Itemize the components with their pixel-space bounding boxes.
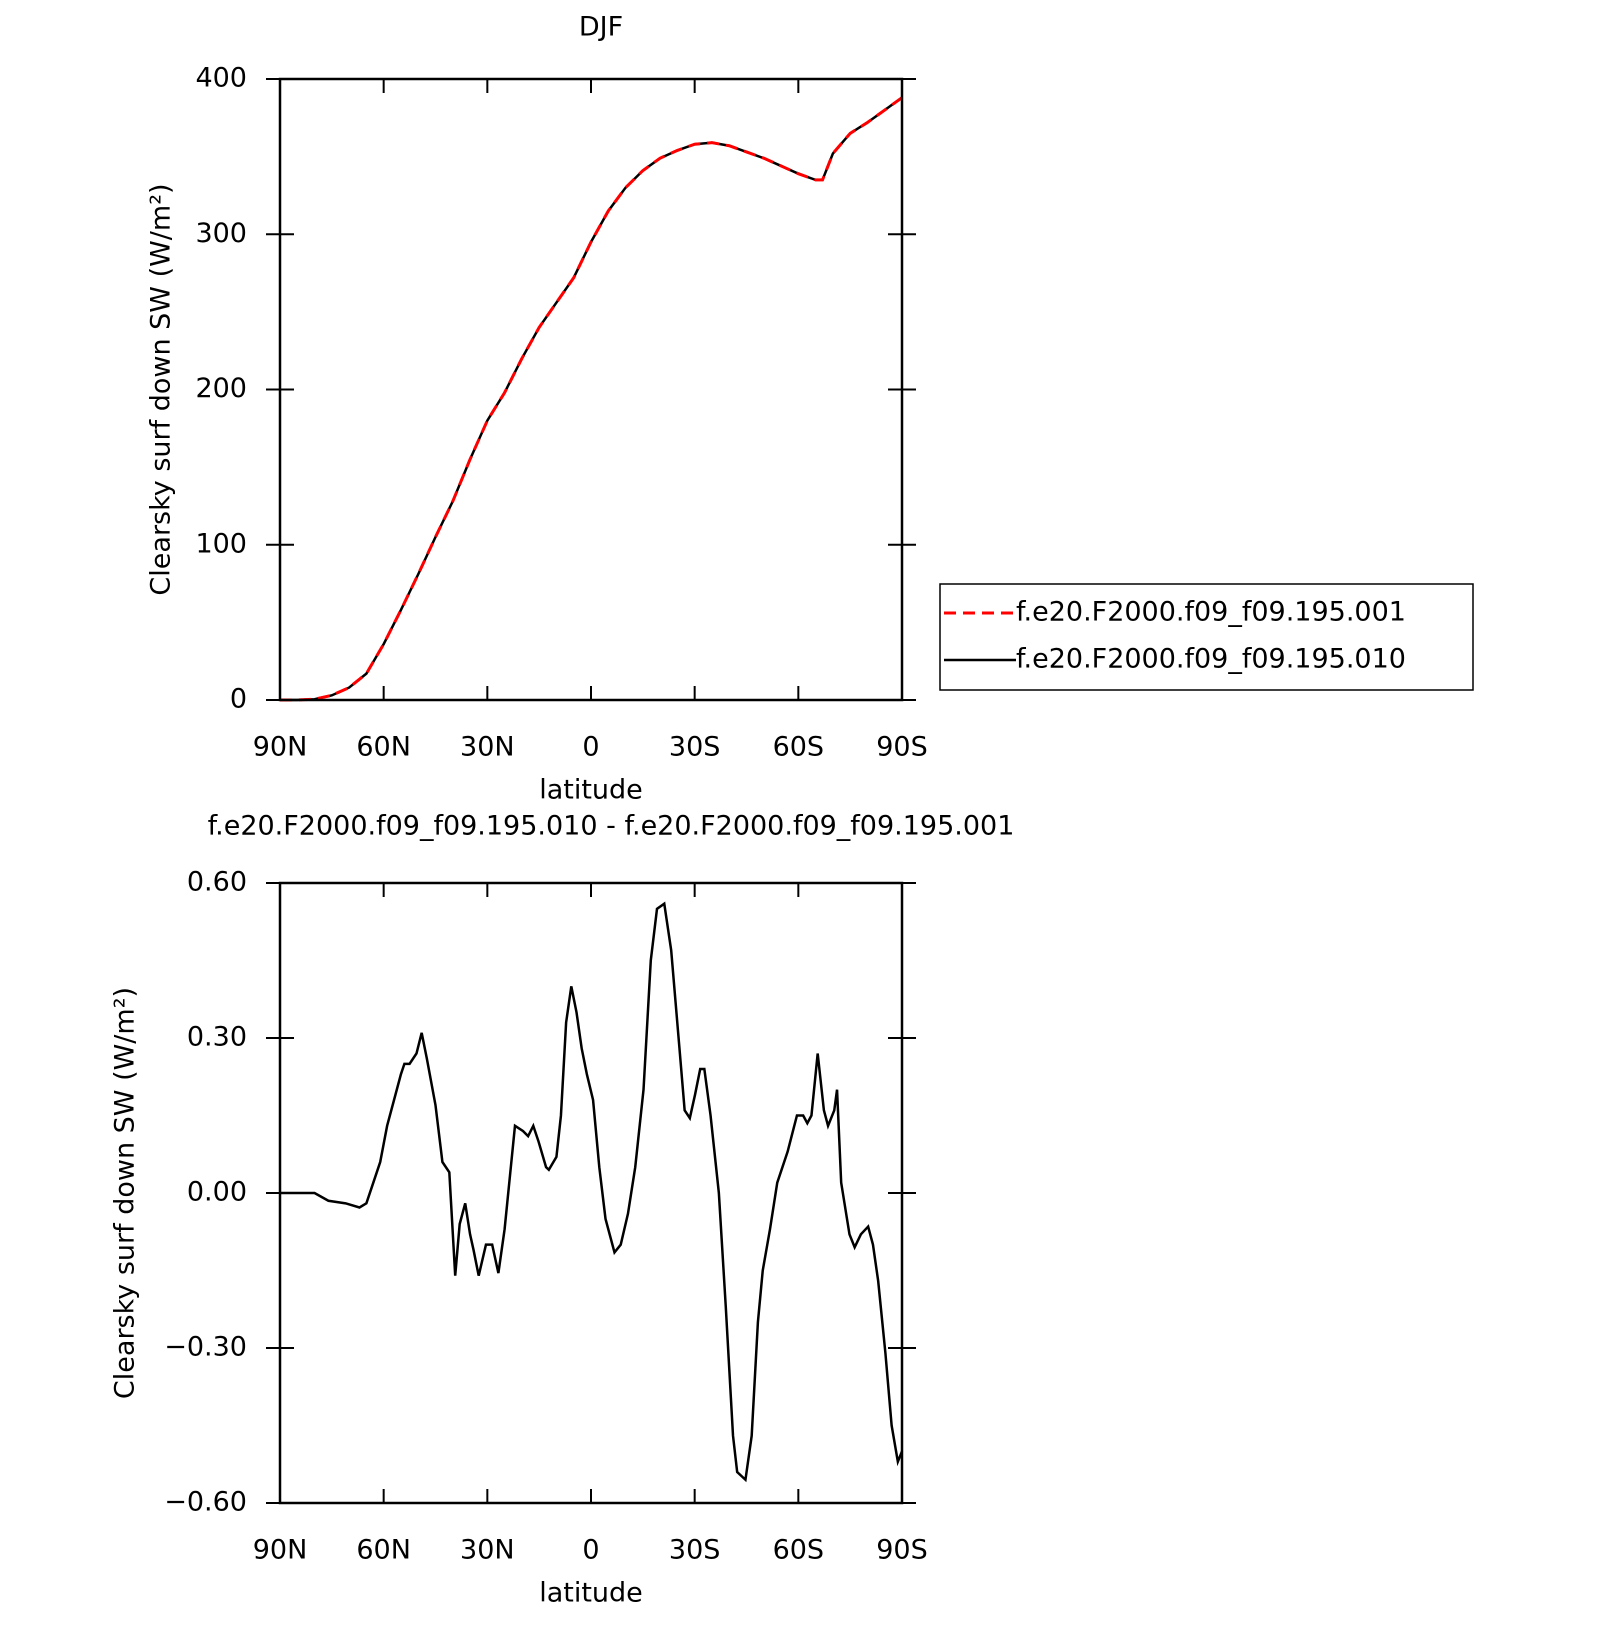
y-tick-label: 100 [195,528,247,559]
legend-box [939,583,1474,691]
y-tick-label: 0 [230,684,247,715]
y-tick-label: 0.00 [187,1177,247,1208]
x-tick-label: 30S [669,732,721,763]
x-tick-label: 30N [460,1535,515,1566]
x-tick-label: 0 [582,1535,599,1566]
legend-label: f.e20.F2000.f09_f09.195.001 [1016,597,1406,628]
y-tick-label: 400 [195,63,247,94]
y-axis-label: Clearsky surf down SW (W/m²) [110,987,141,1399]
chart-title: f.e20.F2000.f09_f09.195.010 - f.e20.F200… [208,811,1015,842]
x-tick-label: 60N [356,732,411,763]
x-tick-label: 60S [773,1535,825,1566]
x-tick-label: 90S [876,1535,928,1566]
x-tick-label: 30N [460,732,515,763]
y-tick-label: 0.30 [187,1022,247,1053]
data-line [280,96,903,702]
chart-title: DJF [579,12,623,43]
x-tick-label: 0 [582,732,599,763]
data-line [280,901,904,1483]
x-tick-label: 90S [876,732,928,763]
y-tick-label: −0.60 [164,1487,247,1518]
x-tick-label: 60S [773,732,825,763]
plot-frame [278,881,904,1505]
x-tick-label: 90N [253,1535,308,1566]
plot-frame [278,77,904,702]
x-axis-label: latitude [539,1578,643,1609]
legend-label: f.e20.F2000.f09_f09.195.010 [1016,644,1406,675]
data-line [280,96,903,702]
x-tick-label: 30S [669,1535,721,1566]
x-tick-label: 90N [253,732,308,763]
y-tick-label: 200 [195,373,247,404]
y-tick-label: 0.60 [187,867,247,898]
x-tick-label: 60N [356,1535,411,1566]
y-tick-label: −0.30 [164,1332,247,1363]
y-axis-label: Clearsky surf down SW (W/m²) [146,183,177,595]
y-tick-label: 300 [195,218,247,249]
x-axis-label: latitude [539,775,643,806]
